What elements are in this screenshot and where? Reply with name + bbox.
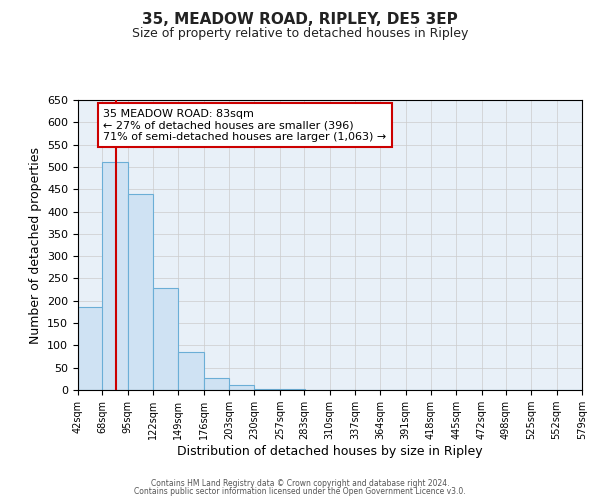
Bar [280,389,305,390]
Text: Contains HM Land Registry data © Crown copyright and database right 2024.: Contains HM Land Registry data © Crown c… [151,478,449,488]
Bar [229,384,254,390]
Bar [254,388,280,390]
Bar [178,352,204,390]
Y-axis label: Number of detached properties: Number of detached properties [29,146,41,344]
Text: 35 MEADOW ROAD: 83sqm
← 27% of detached houses are smaller (396)
71% of semi-det: 35 MEADOW ROAD: 83sqm ← 27% of detached … [103,108,386,142]
Text: Size of property relative to detached houses in Ripley: Size of property relative to detached ho… [132,28,468,40]
Bar [78,308,103,390]
Text: 35, MEADOW ROAD, RIPLEY, DE5 3EP: 35, MEADOW ROAD, RIPLEY, DE5 3EP [142,12,458,28]
Bar [153,288,178,390]
Bar [128,194,153,390]
Bar [103,162,128,390]
X-axis label: Distribution of detached houses by size in Ripley: Distribution of detached houses by size … [177,445,483,458]
Bar [204,378,229,390]
Text: Contains public sector information licensed under the Open Government Licence v3: Contains public sector information licen… [134,487,466,496]
